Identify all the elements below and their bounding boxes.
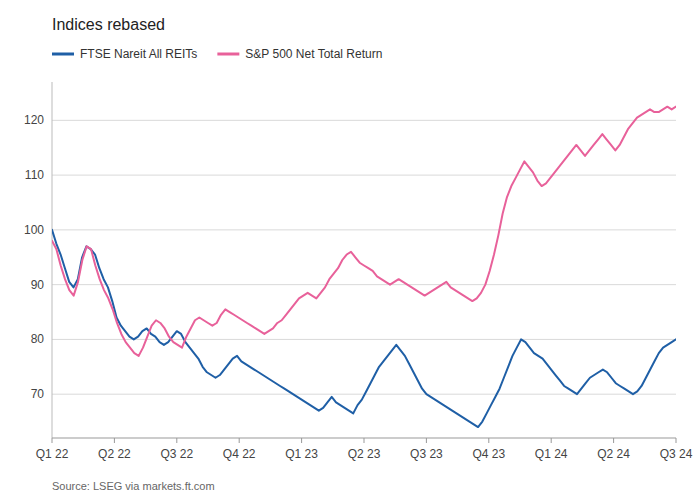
x-tick-label: Q2 24 bbox=[597, 447, 630, 461]
x-tick bbox=[114, 438, 115, 443]
x-tick-label: Q4 23 bbox=[472, 447, 505, 461]
x-tick-label: Q4 22 bbox=[223, 447, 256, 461]
y-tick-label: 110 bbox=[25, 168, 44, 182]
x-tick-label: Q3 24 bbox=[660, 447, 693, 461]
grid-line bbox=[52, 175, 676, 176]
x-tick bbox=[488, 438, 489, 443]
y-tick-label: 120 bbox=[24, 113, 44, 127]
y-tick-label: 100 bbox=[24, 223, 44, 237]
x-tick-label: Q3 22 bbox=[160, 447, 193, 461]
grid-line bbox=[52, 120, 676, 121]
grid-line bbox=[52, 284, 676, 285]
x-tick bbox=[176, 438, 177, 443]
y-axis-line bbox=[52, 82, 53, 438]
x-tick bbox=[426, 438, 427, 443]
x-tick bbox=[676, 438, 677, 443]
lines bbox=[52, 107, 676, 427]
x-tick-label: Q3 23 bbox=[410, 447, 443, 461]
background bbox=[0, 0, 700, 500]
legend-item: S&P 500 Net Total Return bbox=[217, 47, 382, 61]
x-tick-label: Q1 22 bbox=[36, 447, 69, 461]
series-line bbox=[52, 107, 676, 356]
title: Indices rebased bbox=[52, 16, 165, 33]
x-tick bbox=[364, 438, 365, 443]
x-tick bbox=[239, 438, 240, 443]
x-tick-label: Q1 23 bbox=[285, 447, 318, 461]
legend-swatch bbox=[217, 53, 239, 56]
y-grid: 70 80 90 100 110 120 bbox=[24, 113, 676, 401]
chart: Indices rebased 70 80 90 100 110 120 Q1 22 Q2 22… bbox=[0, 0, 700, 500]
x-tick bbox=[301, 438, 302, 443]
legend-label: S&P 500 Net Total Return bbox=[245, 47, 382, 61]
legend-label: FTSE Nareit All REITs bbox=[80, 47, 197, 61]
y-tick-label: 80 bbox=[31, 332, 45, 346]
x-tick bbox=[613, 438, 614, 443]
x-axis: Q1 22 Q2 22 Q3 22 Q4 22 Q1 23 Q2 23 Q3 23 Q4 23… bbox=[36, 438, 693, 461]
x-tick bbox=[52, 438, 53, 443]
x-tick-label: Q2 22 bbox=[98, 447, 131, 461]
annotation: Source: LSEG via markets.ft.com bbox=[52, 480, 215, 492]
y-tick-label: 70 bbox=[31, 387, 45, 401]
legend-swatch bbox=[52, 53, 74, 56]
legend-item: FTSE Nareit All REITs bbox=[52, 47, 197, 61]
series-line bbox=[52, 230, 676, 427]
y-tick-label: 90 bbox=[31, 278, 45, 292]
x-tick bbox=[551, 438, 552, 443]
legend: FTSE Nareit All REITs S&P 500 Net Total R… bbox=[52, 47, 382, 61]
x-tick-label: Q2 23 bbox=[348, 447, 381, 461]
grid-line bbox=[52, 229, 676, 230]
x-tick-label: Q1 24 bbox=[535, 447, 568, 461]
